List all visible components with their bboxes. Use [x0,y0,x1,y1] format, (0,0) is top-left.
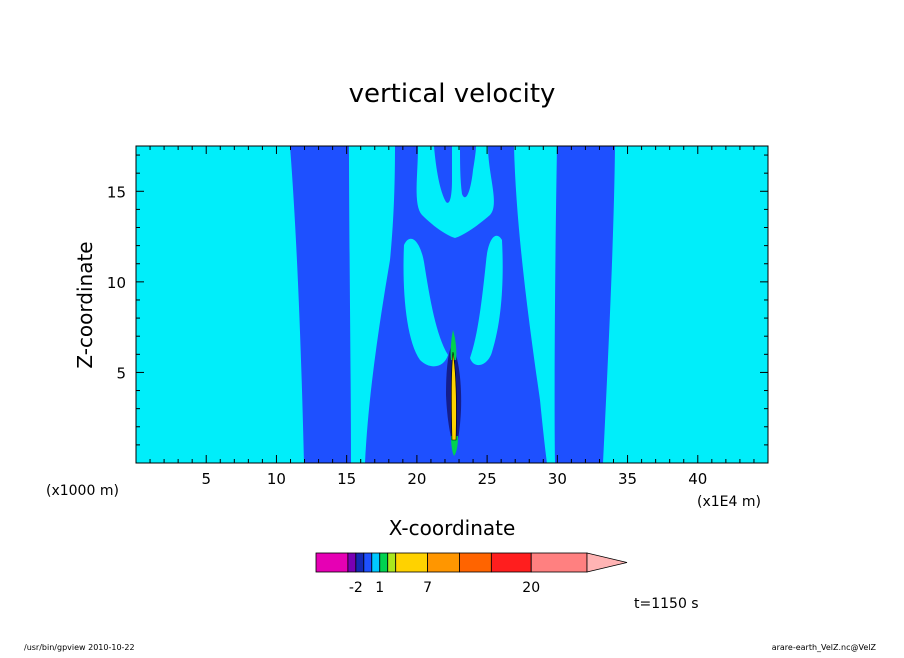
colorbar-segment [427,552,460,573]
x-scale-note-right: (x1E4 m) [697,494,761,510]
colorbar-segment [530,552,588,573]
colorbar-segment [371,552,381,573]
colorbar-label: -2 [349,580,363,596]
x-tick-label: 40 [688,470,707,488]
colorbar-label: 20 [522,580,540,596]
x-tick-label: 35 [618,470,637,488]
downdraft-band-left [290,146,351,463]
x-axis-label: X-coordinate [389,516,516,540]
core-green-edge [450,330,457,360]
cyan-lobe-left [403,238,448,367]
y-axis-label: Z-coordinate [73,241,97,368]
x-axis: 5 10 15 20 25 30 35 40 [149,146,755,488]
colorbar-label: 7 [423,580,432,596]
x-tick-label: 5 [201,470,211,488]
cyan-gap-right [460,146,476,198]
colorbar-extend [586,552,628,573]
colorbar: -2 1 7 20 [315,552,628,596]
colorbar-segment [490,552,532,573]
y-tick-label: 5 [116,364,126,382]
central-envelope [365,146,547,463]
core-positive [451,351,457,441]
x-tick-label: 10 [267,470,286,488]
y-axis: 5 10 15 [107,154,768,446]
x-tick-label: 20 [407,470,426,488]
plot-area [135,145,769,464]
cyan-gap-left [434,146,452,203]
x-tick-label: 15 [337,470,356,488]
colorbar-label: 1 [375,580,384,596]
colorbar-segment [315,552,349,573]
y-tick-label: 10 [107,274,126,292]
time-label: t=1150 s [634,596,699,612]
downdraft-band-right [554,146,615,463]
colorbar-segment [355,552,365,573]
x-scale-note-left: (x1000 m) [46,483,119,499]
footer-left: /usr/bin/gpview 2010-10-22 [24,643,135,652]
plot-frame [135,145,769,464]
core-green-base [451,436,458,456]
x-tick-label: 25 [478,470,497,488]
colorbar-segment [379,552,389,573]
x-tick-label: 30 [548,470,567,488]
colorbar-segment [395,552,428,573]
colorbar-segment [387,552,397,573]
colorbar-segment [363,552,373,573]
cyan-lobe-right [470,235,503,366]
cyan-finger-upper [416,146,494,238]
colorbar-segment [347,552,357,573]
y-tick-label: 15 [107,183,126,201]
colorbar-segment [459,552,492,573]
chart-title: vertical velocity [349,79,556,109]
footer-right: arare-earth_VelZ.nc@VelZ [772,643,877,652]
